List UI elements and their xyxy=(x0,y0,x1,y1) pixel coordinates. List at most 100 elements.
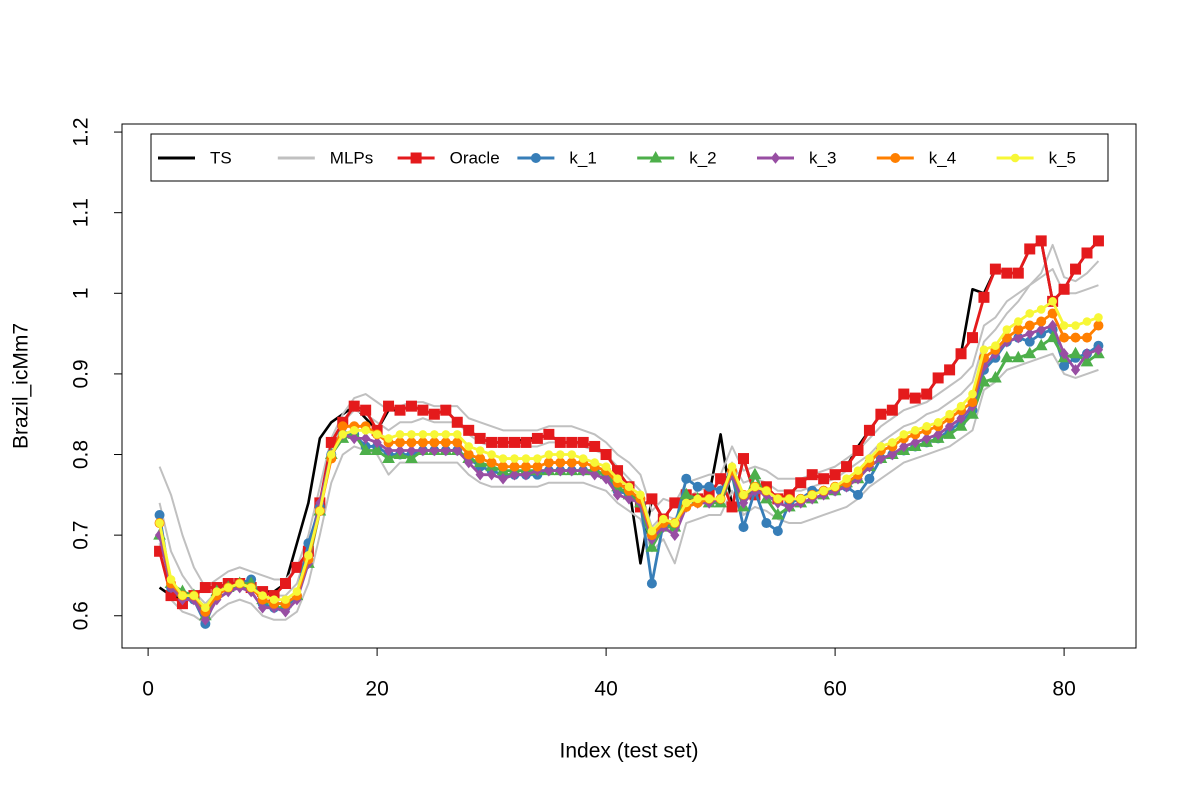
marker-diamond xyxy=(200,613,210,626)
marker-square xyxy=(440,404,452,416)
marker-diamond xyxy=(349,432,359,445)
marker-square xyxy=(554,436,566,448)
marker-square xyxy=(348,400,360,412)
marker-diamond xyxy=(257,601,268,614)
marker-diamond xyxy=(601,472,611,485)
marker-circle xyxy=(890,153,901,163)
marker-dot xyxy=(933,417,943,427)
marker-dot xyxy=(613,474,622,484)
marker-dot xyxy=(830,482,840,492)
marker-dot xyxy=(327,450,336,459)
marker-diamond xyxy=(590,468,600,481)
marker-triangle xyxy=(748,467,762,480)
marker-triangle xyxy=(954,419,968,431)
marker-dot xyxy=(704,494,714,504)
marker-triangle xyxy=(943,427,956,439)
marker-triangle xyxy=(989,370,1002,383)
marker-circle xyxy=(1036,316,1047,327)
marker-circle xyxy=(395,437,406,448)
marker-circle xyxy=(498,461,509,472)
marker-dot xyxy=(670,518,680,528)
marker-circle xyxy=(429,437,440,448)
marker-diamond xyxy=(1025,327,1035,340)
marker-diamond xyxy=(464,456,474,469)
marker-square xyxy=(280,578,292,590)
marker-dot xyxy=(1071,321,1080,330)
marker-square xyxy=(863,424,875,436)
marker-diamond xyxy=(280,605,291,618)
marker-dot xyxy=(601,462,611,471)
marker-square xyxy=(944,364,956,376)
marker-dot xyxy=(521,454,531,463)
marker-square xyxy=(463,424,475,436)
marker-dot xyxy=(819,486,828,496)
marker-dot xyxy=(888,438,897,447)
marker-diamond xyxy=(486,468,497,481)
x-tick-label: 40 xyxy=(594,678,617,701)
marker-diamond xyxy=(944,420,955,433)
marker-diamond xyxy=(441,444,451,457)
marker-diamond xyxy=(475,468,485,481)
marker-diamond xyxy=(1070,364,1081,376)
marker-diamond xyxy=(1082,347,1092,360)
y-tick-label: 1.1 xyxy=(70,198,93,227)
marker-dot xyxy=(338,430,348,439)
marker-triangle xyxy=(1011,350,1025,363)
marker-diamond xyxy=(452,444,462,457)
marker-square xyxy=(852,444,864,456)
x-tick-label: 20 xyxy=(365,678,388,701)
marker-triangle xyxy=(771,507,785,520)
marker-diamond xyxy=(922,432,932,445)
marker-circle xyxy=(1059,360,1070,371)
marker-dot xyxy=(945,409,954,419)
marker-triangle xyxy=(645,540,659,552)
marker-dot xyxy=(567,450,577,459)
marker-square xyxy=(898,388,910,400)
marker-diamond xyxy=(498,472,508,485)
marker-square xyxy=(1024,243,1036,255)
x-tick-label: 0 xyxy=(142,678,154,701)
marker-dot xyxy=(258,591,267,600)
y-tick-label: 1.2 xyxy=(70,117,93,146)
marker-dot xyxy=(361,426,370,435)
marker-circle xyxy=(530,153,541,163)
marker-square xyxy=(1012,267,1024,279)
marker-triangle xyxy=(1069,346,1082,359)
marker-square xyxy=(577,436,589,448)
marker-circle xyxy=(681,473,692,484)
marker-square xyxy=(1058,283,1070,295)
marker-dot xyxy=(166,575,176,584)
marker-diamond xyxy=(1059,347,1069,360)
marker-dot xyxy=(475,446,485,455)
marker-dot xyxy=(1082,317,1092,326)
marker-circle xyxy=(761,518,772,529)
marker-square xyxy=(486,436,498,448)
marker-dot xyxy=(1048,297,1057,306)
marker-dot xyxy=(991,341,1000,350)
marker-triangle xyxy=(1000,350,1014,363)
marker-diamond xyxy=(361,432,371,445)
marker-dot xyxy=(1013,317,1023,326)
marker-square xyxy=(600,449,612,461)
marker-circle xyxy=(463,449,474,460)
marker-diamond xyxy=(567,464,577,477)
marker-diamond xyxy=(1093,343,1104,356)
x-tick-label: 60 xyxy=(823,678,846,701)
legend-label: k_3 xyxy=(809,148,836,167)
marker-diamond xyxy=(784,501,794,513)
marker-diamond xyxy=(1013,331,1023,344)
marker-circle xyxy=(509,461,520,472)
marker-square xyxy=(818,473,830,485)
legend-label: k_1 xyxy=(569,148,596,167)
marker-square xyxy=(932,372,944,384)
marker-square xyxy=(646,493,658,505)
marker-dot xyxy=(292,587,302,596)
marker-dot xyxy=(304,550,313,560)
marker-diamond xyxy=(429,444,439,457)
marker-dot xyxy=(315,506,325,516)
marker-triangle xyxy=(405,451,418,464)
marker-dot xyxy=(246,583,256,592)
marker-dot xyxy=(452,430,462,439)
marker-dot xyxy=(590,458,599,467)
